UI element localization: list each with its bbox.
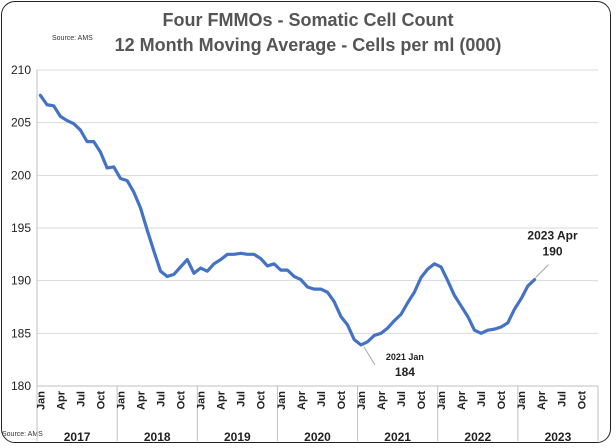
x-month-label: Oct: [95, 391, 107, 410]
y-tick-label: 190: [11, 274, 31, 288]
x-year-label: 2017: [64, 430, 91, 444]
x-month-label: Jul: [556, 391, 568, 407]
y-tick-label: 210: [11, 63, 31, 77]
annotation-value-latest: 190: [543, 245, 563, 259]
x-month-label: Jul: [75, 391, 87, 407]
x-year-label: 2022: [464, 430, 491, 444]
x-month-label: Apr: [456, 390, 468, 410]
x-month-label: Jan: [196, 391, 208, 410]
x-month-label: Apr: [55, 390, 67, 410]
x-month-label: Jan: [276, 391, 288, 410]
chart-frame: [1, 1, 611, 443]
x-month-label: Oct: [576, 391, 588, 410]
x-month-label: Jul: [156, 391, 168, 407]
chart-subtitle: 12 Month Moving Average - Cells per ml (…: [114, 35, 502, 55]
x-month-label: Apr: [536, 390, 548, 410]
annotation-label-low: 2021 Jan: [386, 352, 424, 362]
x-month-label: Oct: [256, 391, 268, 410]
x-month-label: Oct: [336, 391, 348, 410]
annotation-leader-latest: [535, 264, 549, 278]
x-month-label: Apr: [136, 390, 148, 410]
x-year-label: 2023: [545, 430, 572, 444]
x-month-label: Jul: [316, 391, 328, 407]
annotation-value-low: 184: [395, 365, 415, 379]
y-tick-label: 200: [11, 168, 31, 182]
x-month-label: Apr: [376, 390, 388, 410]
x-month-label: Jul: [236, 391, 248, 407]
y-tick-label: 180: [11, 379, 31, 393]
x-month-label: Oct: [416, 391, 428, 410]
source-note-bottom: Source: AMS: [2, 431, 43, 438]
annotation-label-latest: 2023 Apr: [527, 229, 578, 243]
x-month-label: Jan: [115, 391, 127, 410]
series-line-0: [38, 93, 537, 347]
x-month-label: Jan: [436, 391, 448, 410]
x-month-label: Oct: [176, 391, 188, 410]
x-month-label: Apr: [216, 390, 228, 410]
y-tick-label: 185: [11, 326, 31, 340]
chart-title: Four FMMOs - Somatic Cell Count: [162, 10, 454, 30]
x-year-label: 2018: [144, 430, 171, 444]
annotation-leader-low: [363, 346, 376, 366]
x-year-label: 2019: [224, 430, 251, 444]
x-month-label: Jan: [516, 391, 528, 410]
y-tick-label: 195: [11, 221, 31, 235]
x-month-label: Jul: [476, 391, 488, 407]
x-month-label: Jan: [356, 391, 368, 410]
source-note: Source: AMS: [52, 35, 93, 42]
x-month-label: Apr: [296, 390, 308, 410]
x-month-label: Jan: [35, 391, 47, 410]
x-month-label: Oct: [496, 391, 508, 410]
x-year-label: 2021: [384, 430, 411, 444]
y-tick-label: 205: [11, 116, 31, 130]
x-year-label: 2020: [304, 430, 331, 444]
x-month-label: Jul: [396, 391, 408, 407]
